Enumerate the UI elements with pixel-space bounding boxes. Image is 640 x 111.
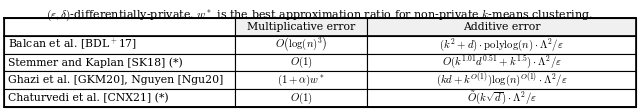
Bar — [235, 54, 367, 71]
Text: $O\left(\log(n)^3\right)$: $O\left(\log(n)^3\right)$ — [275, 36, 327, 54]
Bar — [4, 18, 636, 107]
Bar — [235, 89, 367, 107]
Text: Additive error: Additive error — [463, 22, 540, 32]
Bar — [4, 36, 235, 54]
Bar — [367, 18, 636, 36]
Bar — [4, 54, 235, 71]
Text: $O(1)$: $O(1)$ — [289, 90, 312, 106]
Text: Chaturvedi et al. [CNX21] (*): Chaturvedi et al. [CNX21] (*) — [8, 93, 168, 103]
Bar — [235, 18, 367, 36]
Bar — [367, 89, 636, 107]
Text: $(1+\alpha)w^*$: $(1+\alpha)w^*$ — [277, 73, 325, 88]
Text: $(k^2 + d) \cdot \mathrm{poly}\log(n) \cdot \Lambda^2/\varepsilon$: $(k^2 + d) \cdot \mathrm{poly}\log(n) \c… — [439, 36, 564, 53]
Text: $(kd + k^{O(1)})\log(n)^{O(1)} \cdot \Lambda^2/\varepsilon$: $(kd + k^{O(1)})\log(n)^{O(1)} \cdot \La… — [436, 71, 568, 89]
Text: Balcan et al. [BDL$^+$17]: Balcan et al. [BDL$^+$17] — [8, 37, 137, 52]
Bar — [4, 89, 235, 107]
Bar — [4, 71, 235, 89]
Text: Multiplicative error: Multiplicative error — [247, 22, 355, 32]
Text: $(\varepsilon, \delta)$-differentially-private. $w^*$ is the best approximation : $(\varepsilon, \delta)$-differentially-p… — [47, 8, 593, 23]
Bar — [235, 36, 367, 54]
Text: $\tilde{O}(k\sqrt{d}) \cdot \Lambda^2/\varepsilon$: $\tilde{O}(k\sqrt{d}) \cdot \Lambda^2/\v… — [467, 89, 537, 107]
Text: Ghazi et al. [GKM20], Nguyen [Ngu20]: Ghazi et al. [GKM20], Nguyen [Ngu20] — [8, 75, 223, 85]
Bar — [367, 54, 636, 71]
Bar — [235, 71, 367, 89]
Text: $O(1)$: $O(1)$ — [289, 55, 312, 70]
Bar — [367, 71, 636, 89]
Bar — [367, 36, 636, 54]
Text: $O(k^{1.01}d^{0.51} + k^{1.5}) \cdot \Lambda^2/\varepsilon$: $O(k^{1.01}d^{0.51} + k^{1.5}) \cdot \La… — [442, 54, 562, 71]
Bar — [4, 18, 235, 36]
Text: Stemmer and Kaplan [SK18] (*): Stemmer and Kaplan [SK18] (*) — [8, 57, 183, 68]
